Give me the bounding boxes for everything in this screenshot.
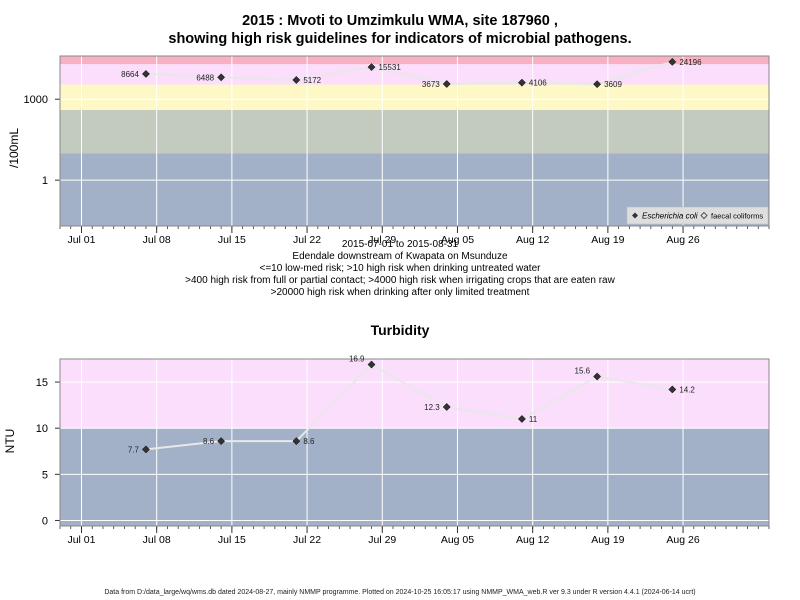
turbidity-data-label: 11: [529, 415, 538, 424]
turbidity-data-point: [517, 415, 526, 423]
microbial-data-point: [141, 69, 150, 78]
turbidity-risk-band-1: [60, 359, 769, 429]
turbidity-data-label: 14.2: [679, 385, 695, 394]
microbial-risk-band-4: [60, 56, 769, 65]
microbial-risk-band-2: [60, 84, 769, 110]
turbidity-risk-band-0: [60, 428, 769, 526]
microbial-y-tick-label: 1: [42, 175, 48, 187]
microbial-x-tick-label: Jul 08: [143, 234, 171, 246]
microbial-data-label: 15531: [379, 63, 402, 72]
turbidity-x-tick-label: Aug 12: [516, 534, 549, 546]
legend-label-faecal: faecal coliforms: [711, 212, 763, 221]
turbidity-data-label: 8.6: [203, 437, 215, 446]
turbidity-title: Turbidity: [370, 322, 430, 338]
microbial-data-label: 5172: [303, 76, 321, 85]
turbidity-x-tick-label: Jul 22: [293, 534, 321, 546]
turbidity-plot-frame: [59, 358, 770, 527]
turbidity-y-axis-label: NTU: [3, 428, 17, 454]
turbidity-data-point: [593, 372, 602, 381]
microbial-x-tick-label: Jul 22: [293, 234, 321, 246]
microbial-series-line: [145, 60, 673, 86]
microbial-data-label: 3609: [604, 80, 622, 89]
microbial-data-point: [292, 76, 301, 84]
microbial-y-tick-label: 1000: [24, 94, 48, 106]
turbidity-x-tick-label: Aug 26: [666, 534, 699, 546]
microbial-x-tick-label: Jul 01: [67, 234, 95, 246]
turbidity-x-tick-label: Jul 08: [143, 534, 171, 546]
turbidity-x-tick-label: Jul 01: [67, 534, 95, 546]
microbial-data-point: [593, 80, 602, 89]
turbidity-y-tick-label: 0: [42, 515, 48, 527]
microbial-data-point: [367, 63, 376, 72]
legend-marker-faecal: [700, 211, 708, 220]
subtitle-site: Edendale downstream of Kwapata on Msundu…: [292, 251, 508, 262]
subtitle-date-range: 2015-07-01 to 2015-08-31: [341, 239, 459, 250]
turbidity-data-point: [217, 437, 226, 446]
turbidity-data-point: [668, 385, 677, 394]
turbidity-x-tick-label: Aug 05: [441, 534, 474, 546]
turbidity-data-point: [367, 360, 376, 369]
turbidity-x-tick-label: Jul 29: [368, 534, 396, 546]
microbial-data-point: [442, 80, 451, 88]
microbial-data-label: 8664: [121, 70, 139, 79]
subtitle-guideline-3: >20000 high risk when drinking after onl…: [270, 287, 530, 298]
microbial-x-tick-label: Aug 05: [441, 234, 474, 246]
subtitle-guideline-1: <=10 low-med risk; >10 high risk when dr…: [259, 263, 541, 274]
microbial-x-tick-label: Aug 26: [666, 234, 699, 246]
legend-box: [626, 206, 769, 225]
turbidity-y-tick-label: 5: [42, 469, 48, 481]
turbidity-x-tick-label: Jul 15: [218, 534, 246, 546]
turbidity-data-label: 16.9: [349, 355, 365, 364]
subtitle-guideline-2: >400 high risk from full or partial cont…: [185, 275, 615, 286]
microbial-risk-band-1: [60, 109, 769, 154]
turbidity-data-point: [442, 403, 451, 411]
turbidity-data-label: 8.6: [303, 437, 315, 446]
legend-label-ecoli: Escherichia coli: [642, 212, 698, 221]
microbial-data-point: [517, 78, 526, 87]
microbial-data-label: 4106: [529, 79, 547, 88]
chart-title-line1: 2015 : Mvoti to Umzimkulu WMA, site 1879…: [242, 13, 558, 29]
microbial-risk-band-3: [60, 64, 769, 85]
turbidity-data-point: [141, 445, 150, 454]
turbidity-data-label: 15.6: [575, 367, 591, 376]
microbial-x-tick-label: Jul 15: [218, 234, 246, 246]
footer-note: Data from D:/data_large/wq/wms.db dated …: [104, 589, 696, 596]
microbial-y-axis-label: /100mL: [7, 127, 21, 168]
turbidity-y-tick-label: 10: [36, 423, 48, 435]
microbial-plot-frame: [59, 55, 770, 227]
microbial-data-label: 6488: [196, 73, 214, 82]
microbial-data-label: 24196: [679, 58, 702, 67]
turbidity-data-label: 12.3: [424, 403, 440, 412]
turbidity-y-tick-label: 15: [36, 377, 48, 389]
turbidity-series-line: [145, 363, 673, 451]
microbial-data-point: [217, 73, 226, 82]
microbial-x-tick-label: Aug 12: [516, 234, 549, 246]
turbidity-data-label: 7.7: [128, 445, 140, 454]
microbial-x-tick-label: Jul 29: [368, 234, 396, 246]
microbial-x-tick-label: Aug 19: [591, 234, 624, 246]
turbidity-x-tick-label: Aug 19: [591, 534, 624, 546]
microbial-data-point: [668, 57, 677, 66]
microbial-data-label: 3673: [422, 80, 440, 89]
legend-marker-ecoli: [632, 212, 638, 219]
chart-title-line2: showing high risk guidelines for indicat…: [168, 31, 632, 47]
turbidity-data-point: [292, 437, 301, 446]
